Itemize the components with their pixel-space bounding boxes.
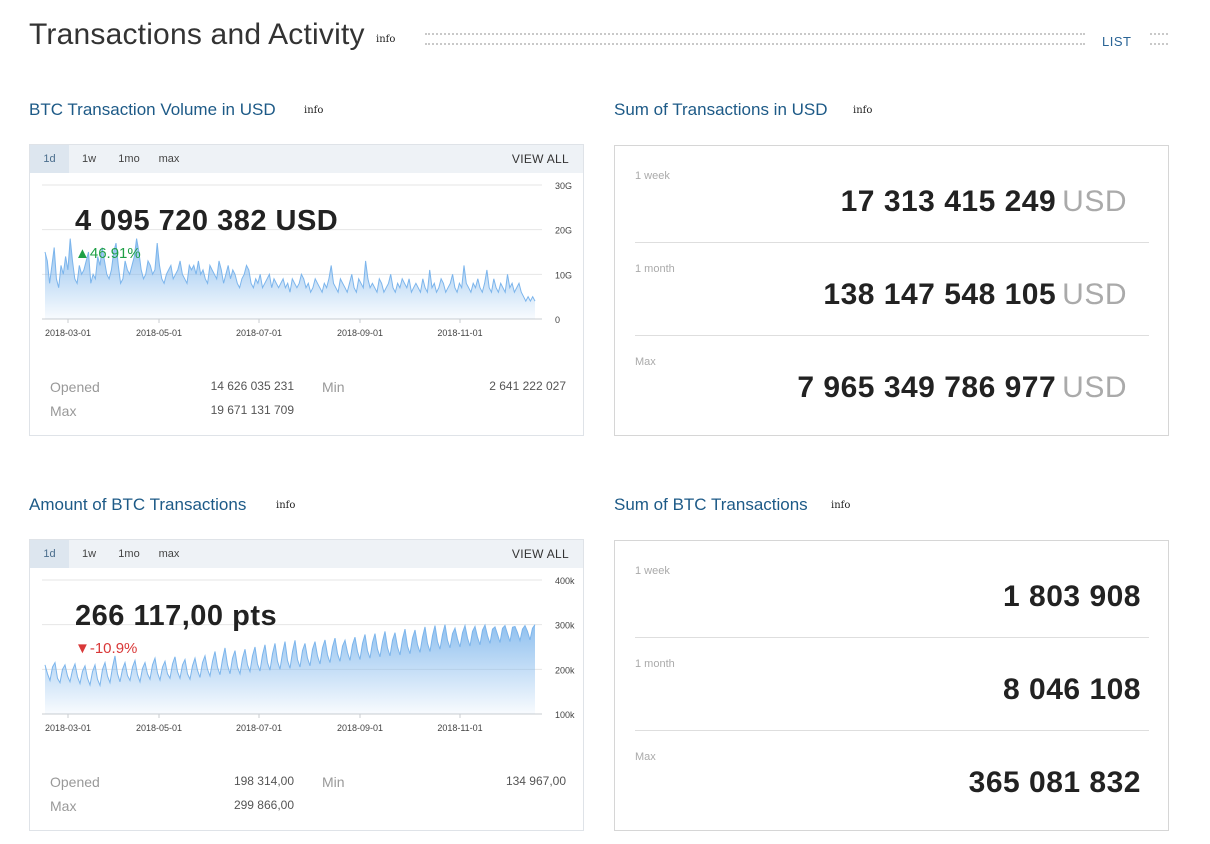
volume-y-tick: 0 xyxy=(555,315,560,325)
sum-btc-month-label: 1 month xyxy=(635,658,675,670)
amount-max-value: 299 866,00 xyxy=(233,798,294,812)
amount-min-value: 134 967,00 xyxy=(505,774,566,788)
volume-min-label: Min xyxy=(322,379,345,395)
title-info-link[interactable]: info xyxy=(376,34,396,45)
sum-usd-row: Max 7 965 349 786 977 USD xyxy=(635,336,1149,429)
sum-btc-title: Sum of BTC Transactions xyxy=(614,495,808,514)
tab-1mo[interactable]: 1mo xyxy=(118,153,140,165)
volume-max-label: Max xyxy=(50,403,77,419)
amount-btc-info-link[interactable]: info xyxy=(276,500,296,511)
sum-usd-panel: 1 week 17 313 415 249 USD 1 month 138 147… xyxy=(614,145,1169,436)
volume-usd-chart-panel: 1d 1w 1mo max VIEW ALL 30G 20G 10G 0 2018-03… xyxy=(29,144,584,436)
volume-usd-info-link[interactable]: info xyxy=(304,105,324,116)
volume-opened-value: 14 626 035 231 xyxy=(210,379,294,393)
sum-btc-week-label: 1 week xyxy=(635,565,670,577)
tab-1w[interactable]: 1w xyxy=(81,548,97,560)
volume-max-value: 19 671 131 709 xyxy=(210,403,294,417)
sum-btc-max-value: 365 081 832 xyxy=(968,766,1141,799)
sum-usd-week-unit: USD xyxy=(1062,185,1127,218)
page-title: Transactions and Activity xyxy=(29,18,365,51)
sum-usd-row: 1 month 138 147 548 105 USD xyxy=(635,243,1149,336)
amount-y-tick: 200k xyxy=(555,665,575,675)
sum-usd-max-amount: 7 965 349 786 977 xyxy=(797,371,1057,404)
sum-usd-max-label: Max xyxy=(635,356,656,368)
sum-btc-max-label: Max xyxy=(635,751,656,763)
amount-x-tick: 2018-05-01 xyxy=(136,723,182,733)
amount-current-value: 266 117,00 pts xyxy=(75,600,278,632)
list-link[interactable]: LIST xyxy=(1102,34,1132,49)
volume-y-tick: 20G xyxy=(555,226,572,236)
sum-btc-panel: 1 week 1 803 908 1 month 8 046 108 Max 3… xyxy=(614,540,1169,831)
volume-opened-label: Opened xyxy=(50,379,100,395)
volume-area xyxy=(45,238,535,319)
volume-x-tick: 2018-09-01 xyxy=(337,328,383,338)
tab-max[interactable]: max xyxy=(158,153,180,165)
tab-1mo[interactable]: 1mo xyxy=(118,548,140,560)
amount-btc-title: Amount of BTC Transactions xyxy=(29,495,247,514)
volume-y-tick: 30G xyxy=(555,181,572,191)
sum-btc-row: 1 month 8 046 108 xyxy=(635,638,1149,731)
amount-series-line xyxy=(44,623,536,688)
amount-y-tick: 400k xyxy=(555,576,575,586)
amount-x-tick: 2018-11-01 xyxy=(437,723,482,733)
amount-btc-chart-panel: 1d 1w 1mo max VIEW ALL 400k 300k 200k 100k 2… xyxy=(29,539,584,831)
tab-1w[interactable]: 1w xyxy=(81,153,97,165)
header-divider xyxy=(425,33,1085,45)
amount-x-tick: 2018-03-01 xyxy=(45,723,91,733)
sum-usd-month-amount: 138 147 548 105 xyxy=(823,278,1057,311)
sum-usd-month-label: 1 month xyxy=(635,263,675,275)
amount-change-badge: ▼-10.9% xyxy=(75,640,138,657)
volume-range-tabs: 1d 1w 1mo max VIEW ALL xyxy=(30,145,583,173)
volume-change-badge: ▲46.91% xyxy=(75,245,141,262)
tab-max[interactable]: max xyxy=(158,548,180,560)
sum-usd-week-amount: 17 313 415 249 xyxy=(840,185,1057,218)
tab-1d[interactable]: 1d xyxy=(30,540,69,568)
amount-x-tick: 2018-09-01 xyxy=(337,723,383,733)
sum-usd-month-unit: USD xyxy=(1062,278,1127,311)
sum-usd-title: Sum of Transactions in USD xyxy=(614,100,828,119)
volume-series-line xyxy=(44,238,536,303)
amount-x-tick: 2018-07-01 xyxy=(236,723,282,733)
volume-usd-title: BTC Transaction Volume in USD xyxy=(29,100,276,119)
sum-btc-month-value: 8 046 108 xyxy=(1003,673,1141,706)
sum-usd-month-value: 138 147 548 105 USD xyxy=(823,278,1127,312)
volume-y-tick: 10G xyxy=(555,270,572,280)
tab-1d[interactable]: 1d xyxy=(30,145,69,173)
sum-btc-row: Max 365 081 832 xyxy=(635,731,1149,824)
volume-x-tick: 2018-05-01 xyxy=(136,328,182,338)
amount-btc-chart: 400k 300k 200k 100k 2018-03-01 2018-05-01 2018… xyxy=(42,576,575,733)
sum-usd-max-value: 7 965 349 786 977 USD xyxy=(797,371,1127,405)
volume-x-tick: 2018-07-01 xyxy=(236,328,282,338)
sum-usd-info-link[interactable]: info xyxy=(853,105,873,116)
sum-btc-info-link[interactable]: info xyxy=(831,500,851,511)
volume-current-value: 4 095 720 382 USD xyxy=(75,205,339,237)
sum-usd-max-unit: USD xyxy=(1062,371,1127,404)
sum-usd-row: 1 week 17 313 415 249 USD xyxy=(635,150,1149,243)
view-all-button[interactable]: VIEW ALL xyxy=(511,152,569,166)
sum-usd-week-label: 1 week xyxy=(635,170,670,182)
amount-area xyxy=(45,624,535,714)
sum-usd-week-value: 17 313 415 249 USD xyxy=(841,185,1127,219)
amount-y-tick: 300k xyxy=(555,621,575,631)
volume-x-tick: 2018-03-01 xyxy=(45,328,91,338)
amount-min-label: Min xyxy=(322,774,345,790)
amount-max-label: Max xyxy=(50,798,77,814)
volume-min-value: 2 641 222 027 xyxy=(489,379,566,393)
sum-btc-week-value: 1 803 908 xyxy=(1003,580,1141,613)
view-all-button[interactable]: VIEW ALL xyxy=(511,547,569,561)
amount-opened-label: Opened xyxy=(50,774,100,790)
sum-btc-row: 1 week 1 803 908 xyxy=(635,545,1149,638)
amount-opened-value: 198 314,00 xyxy=(233,774,294,788)
header-divider-end xyxy=(1150,33,1168,45)
amount-y-tick: 100k xyxy=(555,710,575,720)
volume-usd-chart: 30G 20G 10G 0 2018-03-01 2018-05-01 2018-07-01… xyxy=(42,181,572,338)
amount-range-tabs: 1d 1w 1mo max VIEW ALL xyxy=(30,540,583,568)
volume-x-tick: 2018-11-01 xyxy=(437,328,482,338)
